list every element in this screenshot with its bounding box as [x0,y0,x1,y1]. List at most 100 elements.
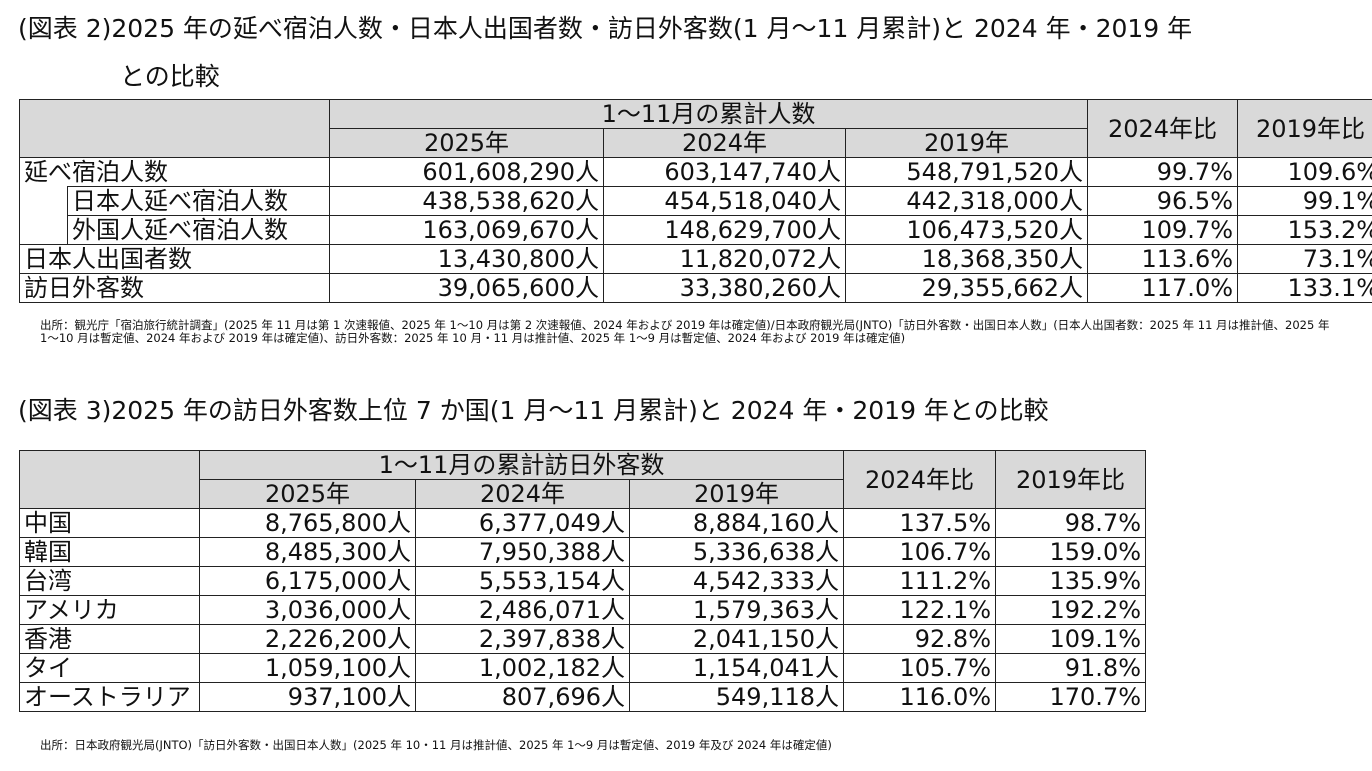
header-year-2024: 2024年 [603,128,846,158]
figure2-title-continued: との比較 [120,62,220,91]
value-2019: 5,336,638人 [628,537,845,567]
indent-spacer [19,186,68,216]
value-2019: 549,118人 [628,682,845,712]
table-row: 延べ宿泊人数 601,608,290人 603,147,740人 548,791… [19,157,1372,187]
header-year-2019: 2019年 [844,128,1089,158]
table-row: 韓国 8,485,300人 7,950,388人 5,336,638人 106.… [19,537,1147,567]
value-2019: 1,154,041人 [628,653,845,683]
table-row: 日本人延べ宿泊人数 438,538,620人 454,518,040人 442,… [19,186,1372,216]
value-2024: 148,629,700人 [603,215,846,245]
value-2025: 937,100人 [199,682,416,712]
value-2025: 8,485,300人 [199,537,416,567]
figure3-source-note: 出所：日本政府観光局(JNTO)「訪日外客数・出国日本人数」(2025 年 10… [40,738,832,752]
value-2024: 6,377,049人 [415,508,630,538]
header-corner [19,450,200,509]
figure2-source-note: 出所：観光庁「宿泊旅行統計調査」(2025 年 11 月は第 1 次速報値、20… [40,318,1330,345]
indent-spacer [19,215,68,245]
country-label: タイ [19,653,200,683]
ratio-2024: 106.7% [843,537,997,567]
table-row: 訪日外客数 39,065,600人 33,380,260人 29,355,662… [19,273,1372,303]
table-row: オーストラリア 937,100人 807,696人 549,118人 116.0… [19,682,1147,712]
value-2024: 33,380,260人 [603,273,846,303]
ratio-2019: 73.1% [1237,244,1372,274]
ratio-2024: 137.5% [843,508,997,538]
row-label: 日本人延べ宿泊人数 [67,186,330,216]
ratio-2024: 105.7% [843,653,997,683]
table-row: タイ 1,059,100人 1,002,182人 1,154,041人 105.… [19,653,1147,683]
value-2019: 106,473,520人 [844,215,1089,245]
header-ratio-2019: 2019年比 [995,450,1147,509]
value-2025: 6,175,000人 [199,566,416,596]
header-ratio-2024: 2024年比 [843,450,997,509]
ratio-2024: 92.8% [843,624,997,654]
value-2024: 2,397,838人 [415,624,630,654]
ratio-2024: 122.1% [843,595,997,625]
row-label: 日本人出国者数 [19,244,330,274]
value-2025: 438,538,620人 [329,186,604,216]
header-group: 1～11月の累計人数 [328,99,1089,129]
value-2024: 1,002,182人 [415,653,630,683]
ratio-2019: 98.7% [995,508,1147,538]
value-2019: 2,041,150人 [628,624,845,654]
country-label: 韓国 [19,537,200,567]
header-years-row: 2025年 2024年 2019年 [20,479,1146,509]
value-2024: 807,696人 [415,682,630,712]
header-year-2024: 2024年 [415,479,630,509]
ratio-2024: 109.7% [1087,215,1239,245]
header-year-2025: 2025年 [199,479,416,509]
ratio-2024: 117.0% [1087,273,1239,303]
value-2019: 18,368,350人 [844,244,1089,274]
figure2-title: (図表 2)2025 年の延べ宿泊人数・日本人出国者数・訪日外客数(1 月～11… [18,14,1193,43]
ratio-2019: 153.2% [1237,215,1372,245]
ratio-2019: 109.1% [995,624,1147,654]
header-year-2019: 2019年 [628,479,845,509]
row-label: 延べ宿泊人数 [19,157,330,187]
value-2019: 4,542,333人 [628,566,845,596]
value-2019: 8,884,160人 [628,508,845,538]
value-2024: 2,486,071人 [415,595,630,625]
ratio-2024: 111.2% [843,566,997,596]
value-2024: 7,950,388人 [415,537,630,567]
value-2025: 2,226,200人 [199,624,416,654]
country-label: 台湾 [19,566,200,596]
figure3-table: 1～11月の累計訪日外客数 2024年比 2019年比 2025年 2024年 … [19,450,1147,712]
figure2-table: 1～11月の累計人数 2024年比 2019年比 2025年 2024年 201… [19,99,1372,303]
value-2019: 1,579,363人 [628,595,845,625]
ratio-2019: 192.2% [995,595,1147,625]
table-row: 外国人延べ宿泊人数 163,069,670人 148,629,700人 106,… [19,215,1372,245]
ratio-2019: 135.9% [995,566,1147,596]
ratio-2019: 99.1% [1237,186,1372,216]
figure3-title: (図表 3)2025 年の訪日外客数上位 7 か国(1 月～11 月累計)と 2… [18,396,1049,425]
header-ratio-2019: 2019年比 [1237,99,1372,158]
value-2024: 11,820,072人 [603,244,846,274]
country-label: 中国 [19,508,200,538]
value-2025: 3,036,000人 [199,595,416,625]
header-group: 1～11月の累計訪日外客数 [198,450,845,480]
ratio-2024: 113.6% [1087,244,1239,274]
table-row: 中国 8,765,800人 6,377,049人 8,884,160人 137.… [19,508,1147,538]
country-label: 香港 [19,624,200,654]
header-row: 1～11月の累計訪日外客数 2024年比 2019年比 [19,450,1147,509]
value-2025: 8,765,800人 [199,508,416,538]
header-row: 1～11月の累計人数 2024年比 2019年比 [19,99,1372,158]
header-corner [19,99,330,158]
table-row: 日本人出国者数 13,430,800人 11,820,072人 18,368,3… [19,244,1372,274]
ratio-2019: 91.8% [995,653,1147,683]
value-2019: 548,791,520人 [844,157,1089,187]
value-2025: 163,069,670人 [329,215,604,245]
value-2024: 454,518,040人 [603,186,846,216]
country-label: アメリカ [19,595,200,625]
value-2025: 601,608,290人 [329,157,604,187]
row-label: 訪日外客数 [19,273,330,303]
ratio-2024: 99.7% [1087,157,1239,187]
country-label: オーストラリア [19,682,200,712]
value-2025: 1,059,100人 [199,653,416,683]
ratio-2019: 109.6% [1237,157,1372,187]
ratio-2024: 116.0% [843,682,997,712]
ratio-2019: 159.0% [995,537,1147,567]
header-ratio-2024: 2024年比 [1087,99,1239,158]
table-row: アメリカ 3,036,000人 2,486,071人 1,579,363人 12… [19,595,1147,625]
value-2024: 603,147,740人 [603,157,846,187]
value-2019: 29,355,662人 [844,273,1089,303]
ratio-2024: 96.5% [1087,186,1239,216]
